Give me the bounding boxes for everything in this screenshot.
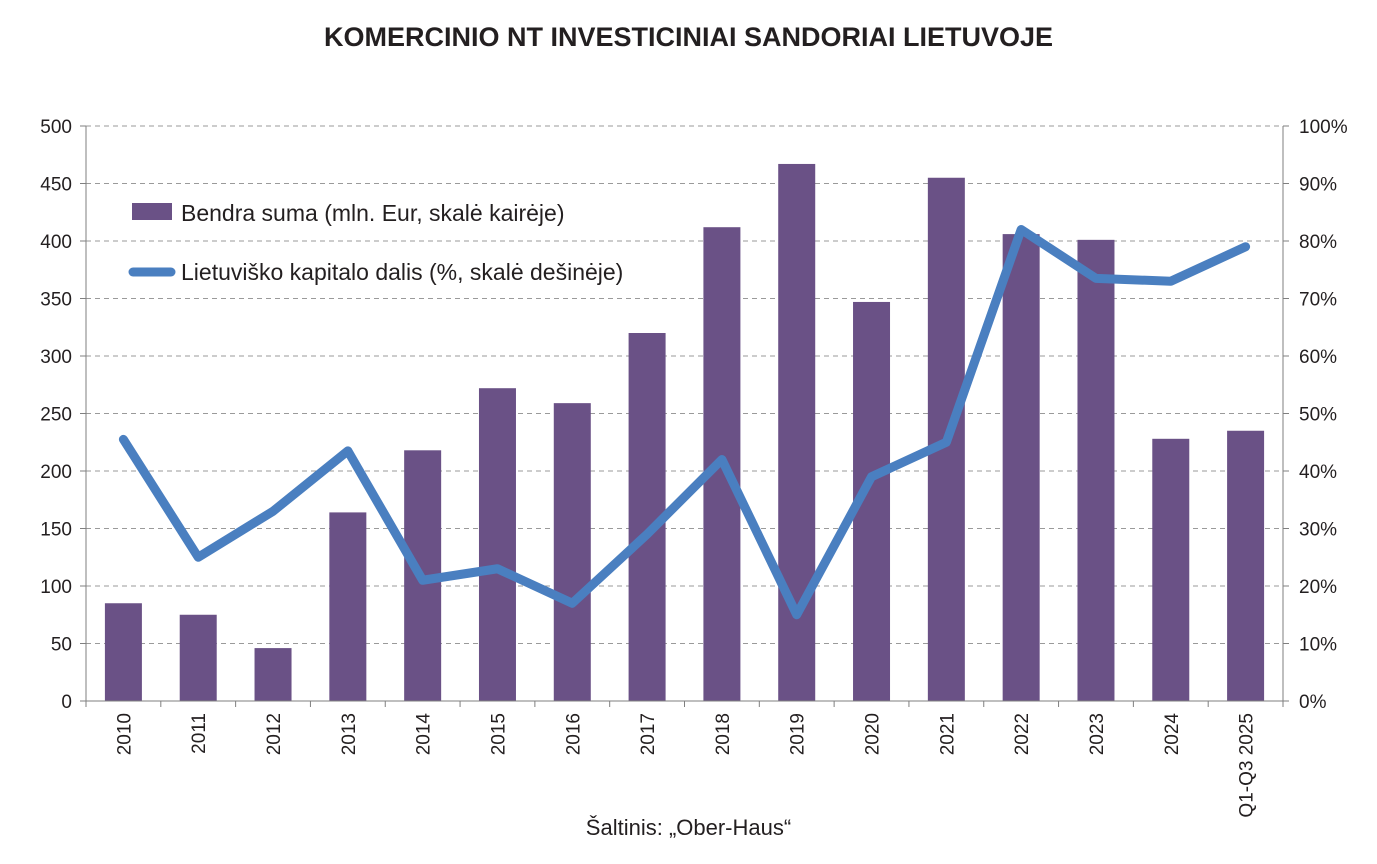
x-tick-label: 2015 <box>488 713 509 755</box>
y-left-tick-label: 350 <box>40 290 72 311</box>
y-left-tick-label: 150 <box>40 520 72 541</box>
x-tick-label: 2020 <box>863 713 884 755</box>
x-tick-label: 2022 <box>1012 713 1033 755</box>
x-tick-label: 2014 <box>414 713 435 756</box>
y-right-tick-label: 70% <box>1299 290 1337 311</box>
legend: Bendra suma (mln. Eur, skalė kairėje) Lie… <box>128 200 623 285</box>
bar <box>1227 430 1265 701</box>
y-left-tick-label: 400 <box>40 232 72 253</box>
x-tick-label: 2024 <box>1162 713 1183 756</box>
bar <box>1152 438 1190 701</box>
y-left-tick-label: 300 <box>40 347 72 368</box>
bar <box>1002 234 1040 701</box>
x-tick-label: 2017 <box>638 713 659 755</box>
y-left-tick-label: 500 <box>40 117 72 138</box>
legend-label-bars: Bendra suma (mln. Eur, skalė kairėje) <box>181 200 565 226</box>
y-left-tick-label: 50 <box>51 635 72 656</box>
y-right-tick-label: 100% <box>1299 117 1348 138</box>
bar <box>104 603 142 701</box>
y-right-tick-label: 40% <box>1299 462 1337 483</box>
y-left-tick-label: 100 <box>40 577 72 598</box>
y-right-tick-label: 20% <box>1299 577 1337 598</box>
bar <box>553 403 591 701</box>
bar <box>329 512 367 701</box>
bar <box>478 388 516 701</box>
y-right-tick-label: 80% <box>1299 232 1337 253</box>
legend-swatch-bars <box>132 203 172 220</box>
x-tick-label: 2011 <box>189 713 210 754</box>
x-tick-label: Q1-Q3 2025 <box>1237 713 1258 818</box>
line-series <box>118 225 1251 620</box>
tick-labels: 0 0% 50 10% 100 20% 150 30% 200 40% 250 50% 300 60% 35… <box>40 117 1347 818</box>
x-tick-label: 2019 <box>788 713 809 755</box>
y-right-tick-label: 90% <box>1299 175 1337 196</box>
y-right-tick-label: 60% <box>1299 347 1337 368</box>
y-right-tick-label: 0% <box>1299 692 1327 713</box>
x-tick-label: 2021 <box>937 713 958 755</box>
x-tick-label: 2016 <box>563 713 584 755</box>
chart-title: KOMERCINIO NT INVESTICINIAI SANDORIAI LI… <box>323 22 1054 52</box>
bar <box>254 648 292 701</box>
gridlines <box>86 125 1283 644</box>
y-left-tick-label: 200 <box>40 462 72 483</box>
bar <box>1077 239 1115 701</box>
y-left-tick-label: 450 <box>40 175 72 196</box>
y-right-tick-label: 30% <box>1299 520 1337 541</box>
x-tick-label: 2012 <box>264 713 285 755</box>
legend-label-line: Lietuviško kapitalo dalis (%, skalė deši… <box>181 259 623 285</box>
axes <box>80 125 1289 707</box>
x-tick-label: 2010 <box>114 713 135 755</box>
y-right-tick-label: 50% <box>1299 405 1337 426</box>
y-left-tick-label: 0 <box>61 692 72 713</box>
y-left-tick-label: 250 <box>40 405 72 426</box>
x-tick-label: 2023 <box>1087 713 1108 755</box>
x-tick-label: 2018 <box>713 713 734 755</box>
bar <box>179 614 217 701</box>
series-line <box>118 225 1251 620</box>
bar <box>778 163 816 701</box>
x-tick-label: 2013 <box>339 713 360 755</box>
source-note: Šaltinis: „Ober-Haus“ <box>585 815 792 840</box>
bar-series <box>104 163 1265 701</box>
y-right-tick-label: 10% <box>1299 635 1337 656</box>
